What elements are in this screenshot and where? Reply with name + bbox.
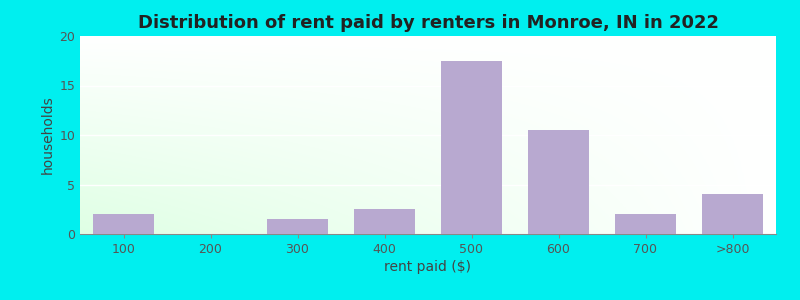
Bar [267,219,328,234]
Bar [354,209,415,234]
X-axis label: rent paid ($): rent paid ($) [385,260,471,274]
Y-axis label: households: households [41,96,55,174]
Bar [702,194,763,234]
Bar [93,214,154,234]
Bar [615,214,676,234]
Bar [441,61,502,234]
Title: Distribution of rent paid by renters in Monroe, IN in 2022: Distribution of rent paid by renters in … [138,14,718,32]
Bar [528,130,589,234]
